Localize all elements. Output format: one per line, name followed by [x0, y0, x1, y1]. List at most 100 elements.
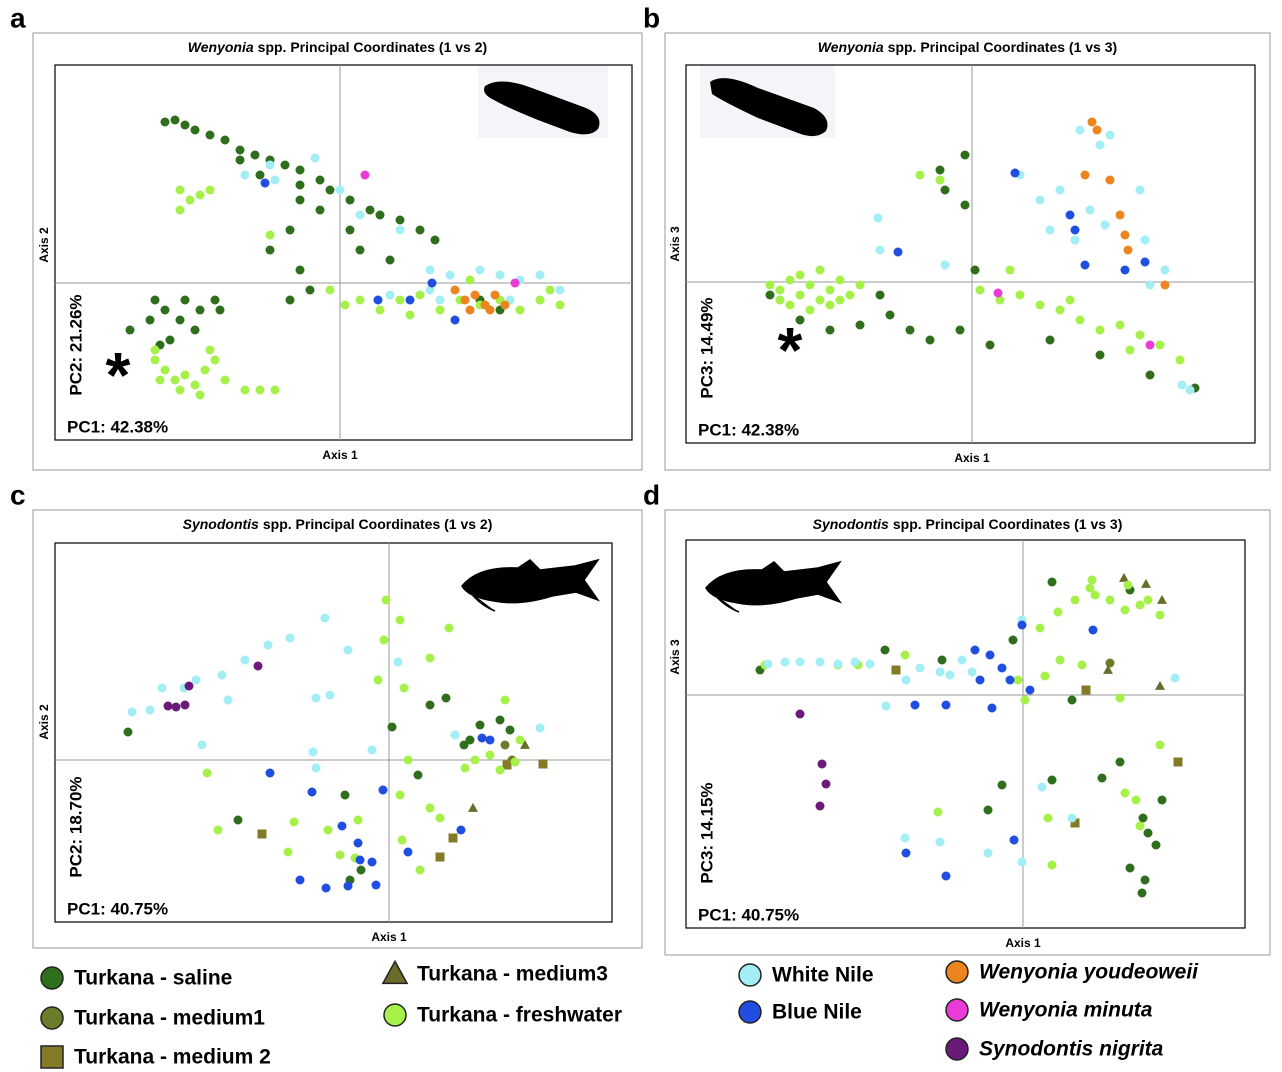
circle-marker [945, 960, 969, 984]
circle-marker [435, 295, 445, 305]
square-marker [1070, 818, 1080, 828]
circle-marker [265, 768, 275, 778]
circle-marker [335, 850, 345, 860]
plot-area [685, 64, 1256, 444]
circle-marker [441, 693, 451, 703]
x-variance-label: PC1: 40.75% [698, 905, 799, 924]
circle-marker [325, 185, 335, 195]
circle-marker [1015, 290, 1025, 300]
circle-marker [1123, 245, 1133, 255]
circle-marker [308, 747, 318, 757]
circle-marker [925, 335, 935, 345]
circle-marker [1145, 370, 1155, 380]
circle-marker [415, 225, 425, 235]
title-genus: Wenyonia [818, 39, 884, 55]
circle-marker [1080, 170, 1090, 180]
title-genus: Wenyonia [188, 39, 254, 55]
circle-marker [435, 813, 445, 823]
circle-marker [835, 275, 845, 285]
circle-marker [425, 265, 435, 275]
circle-marker [1005, 265, 1015, 275]
circle-marker [1120, 265, 1130, 275]
circle-marker [456, 825, 466, 835]
circle-marker [395, 790, 405, 800]
plot-area [54, 542, 613, 923]
circle-marker [235, 155, 245, 165]
circle-marker [355, 210, 365, 220]
circle-marker [263, 640, 273, 650]
circle-marker [205, 345, 215, 355]
chart-title: Wenyonia spp. Principal Coordinates (1 vs… [818, 39, 1117, 55]
circle-marker [875, 290, 885, 300]
circle-marker [987, 703, 997, 713]
circle-marker [738, 963, 762, 987]
circle-marker [1035, 195, 1045, 205]
circle-marker [185, 195, 195, 205]
circle-marker [957, 655, 967, 665]
circle-marker [200, 365, 210, 375]
circle-marker [795, 709, 805, 719]
circle-marker [1090, 590, 1100, 600]
circle-marker [367, 745, 377, 755]
circle-marker [295, 265, 305, 275]
circle-marker [235, 145, 245, 155]
circle-marker [240, 170, 250, 180]
circle-marker [1077, 660, 1087, 670]
circle-marker [1105, 130, 1115, 140]
circle-marker [395, 225, 405, 235]
title-genus: Synodontis [183, 516, 259, 532]
circle-marker [1067, 695, 1077, 705]
circle-marker [295, 165, 305, 175]
circle-marker [425, 285, 435, 295]
circle-marker [495, 270, 505, 280]
square-marker [1081, 685, 1091, 695]
circle-marker [405, 310, 415, 320]
circle-marker [345, 225, 355, 235]
panel-label: d [643, 479, 660, 510]
circle-marker [385, 290, 395, 300]
circle-marker [970, 265, 980, 275]
circle-marker [933, 807, 943, 817]
circle-marker [373, 295, 383, 305]
circle-marker [425, 653, 435, 663]
triangle-marker [520, 739, 530, 749]
circle-marker [835, 295, 845, 305]
circle-marker [170, 115, 180, 125]
circle-marker [387, 722, 397, 732]
circle-marker [505, 725, 515, 735]
circle-marker [190, 380, 200, 390]
circle-marker [1045, 335, 1055, 345]
circle-marker [805, 305, 815, 315]
triangle-marker [1155, 680, 1165, 690]
circle-marker [1175, 355, 1185, 365]
circle-marker [1047, 860, 1057, 870]
circle-marker [285, 633, 295, 643]
circle-marker [215, 305, 225, 315]
circle-marker [995, 295, 1005, 305]
square-marker [40, 1045, 64, 1069]
circle-marker [395, 295, 405, 305]
circle-marker [880, 645, 890, 655]
annotation: * [778, 314, 803, 386]
circle-marker [1135, 821, 1145, 831]
circle-marker [1087, 575, 1097, 585]
circle-marker [1080, 260, 1090, 270]
circle-marker [1065, 295, 1075, 305]
circle-marker [311, 763, 321, 773]
circle-marker [1137, 888, 1147, 898]
legend-label: Turkana - medium3 [417, 963, 608, 986]
circle-marker [935, 165, 945, 175]
square-marker [538, 759, 548, 769]
circle-marker [1135, 330, 1145, 340]
circle-marker [325, 690, 335, 700]
triangle-marker [381, 959, 409, 985]
circle-marker [465, 735, 475, 745]
circle-marker [1115, 757, 1125, 767]
circle-marker [515, 735, 525, 745]
circle-marker [379, 635, 389, 645]
panel-label: b [643, 2, 660, 33]
circle-marker [901, 675, 911, 685]
y-variance-label: PC3: 14.15% [697, 782, 716, 883]
circle-marker [40, 966, 64, 990]
annotation: * [106, 339, 131, 411]
